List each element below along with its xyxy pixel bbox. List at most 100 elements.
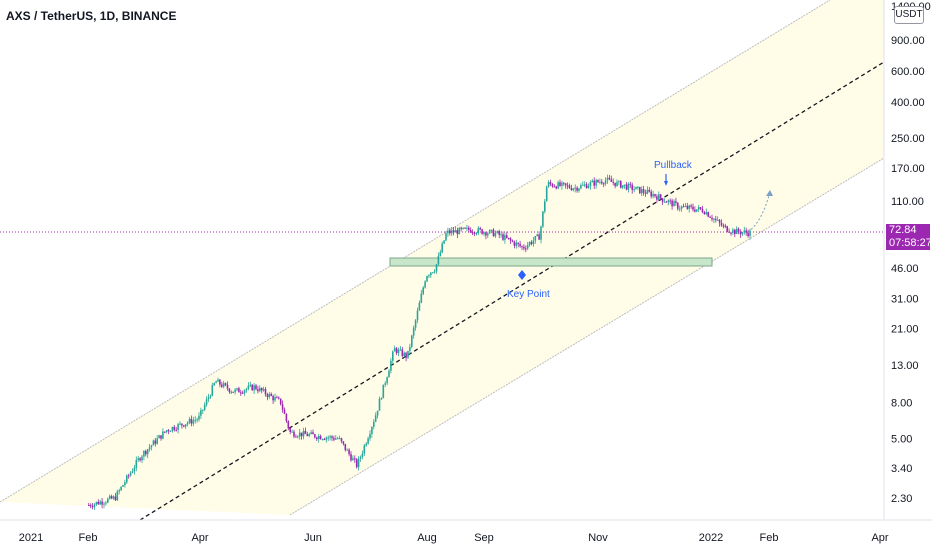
candle-body (627, 183, 630, 190)
candle-body (631, 184, 633, 190)
candle-body (498, 231, 500, 235)
candle-body (93, 504, 96, 507)
candle-body (699, 207, 702, 210)
candle-body (599, 181, 601, 183)
candle-body (553, 186, 556, 188)
candle-body (272, 395, 274, 401)
candle-body (342, 441, 345, 444)
candle-body (312, 432, 314, 435)
candle-body (578, 188, 580, 191)
bar-countdown: 07:58:27 (889, 237, 932, 249)
candle-body (734, 229, 736, 235)
candle-body (293, 431, 295, 437)
candle-body (253, 385, 255, 391)
candle-body (561, 182, 563, 186)
candle-body (648, 189, 651, 192)
candle-body (669, 200, 671, 202)
candle-body (623, 184, 626, 186)
candle-body (431, 272, 434, 274)
candle-body (126, 475, 128, 483)
candle-body (450, 230, 453, 234)
candle-body (357, 458, 360, 468)
candle-body (652, 194, 654, 197)
candle-body (251, 384, 253, 391)
candle-body (405, 352, 407, 358)
candle-body (278, 397, 280, 399)
candle-body (557, 182, 559, 189)
candle-body (517, 242, 519, 244)
candle-body (200, 410, 202, 416)
candle-body (435, 264, 438, 272)
candle-body (722, 225, 725, 227)
time-tick-label: Jun (304, 532, 322, 544)
currency-unit-badge[interactable]: USDT (894, 6, 924, 24)
candle-body (618, 181, 620, 183)
candle-body (270, 393, 272, 396)
candle-body (295, 436, 297, 438)
candle-body (589, 182, 592, 186)
candle-body (526, 245, 529, 249)
candle-body (665, 201, 668, 203)
candle-body (211, 385, 214, 396)
candle-body (492, 229, 495, 237)
candle-body (122, 485, 124, 487)
candle-body (395, 348, 398, 353)
price-tick-label: 600.00 (891, 66, 925, 78)
candle-body (523, 246, 525, 249)
candle-body (369, 433, 371, 439)
candle-body (473, 232, 476, 234)
candle-body (614, 182, 616, 187)
candle-body (707, 212, 709, 217)
price-tick-label: 5.00 (891, 433, 912, 445)
price-axis-bg (884, 0, 932, 520)
candle-body (340, 438, 343, 442)
candle-body (726, 226, 728, 232)
candle-body (530, 242, 533, 244)
candle-body (420, 293, 423, 303)
candle-body (591, 180, 594, 183)
candle-body (384, 383, 386, 385)
candle-body (525, 248, 527, 250)
candle-body (209, 395, 212, 398)
candle-body (572, 188, 575, 191)
candle-body (247, 385, 250, 389)
candle-body (458, 227, 461, 235)
candle-body (697, 207, 700, 210)
candle-body (287, 421, 290, 429)
candle-body (675, 201, 677, 203)
candle-body (411, 335, 413, 347)
current-price-tag: 72.84 07:58:27 (886, 224, 932, 250)
price-tick-label: 31.00 (891, 293, 919, 305)
candle-body (224, 383, 227, 385)
symbol-title: AXS / TetherUS, 1D, BINANCE (6, 9, 177, 23)
candle-body (692, 206, 694, 210)
candle-body (568, 185, 571, 188)
candle-body (686, 205, 689, 209)
candle-body (616, 181, 618, 187)
candle-body (112, 496, 115, 499)
candle-body (494, 233, 497, 237)
candle-body (255, 385, 257, 390)
candle-body (718, 219, 721, 223)
candle-body (348, 449, 350, 455)
price-tick-label: 3.40 (891, 463, 912, 475)
candle-body (538, 234, 540, 240)
candle-body (114, 496, 117, 501)
candle-body (629, 183, 632, 185)
candle-body (462, 227, 464, 229)
candle-body (323, 439, 326, 441)
candle-body (131, 471, 134, 473)
candle-body (371, 427, 373, 434)
candles-layer (88, 174, 751, 510)
time-tick-label: 2022 (699, 532, 723, 544)
candle-body (152, 440, 155, 446)
candle-body (732, 229, 734, 233)
candle-body (274, 397, 276, 401)
candle-body (283, 409, 286, 414)
candle-body (610, 179, 613, 182)
candle-body (445, 233, 447, 241)
candle-body (382, 384, 385, 399)
candle-body (416, 310, 419, 321)
candle-body (390, 360, 392, 371)
